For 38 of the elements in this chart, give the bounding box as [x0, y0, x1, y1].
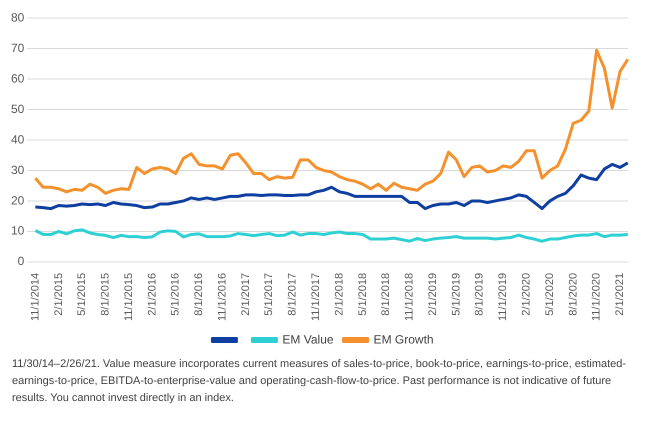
x-tick-label: 2/1/2019	[426, 272, 439, 316]
x-tick-label: 8/1/2018	[380, 272, 392, 316]
y-tick-label: 70	[10, 40, 25, 55]
x-tick-label: 11/1/2016	[216, 272, 228, 322]
x-tick-label: 2/1/2021	[614, 272, 626, 316]
x-tick-label: 5/1/2017	[263, 272, 276, 316]
x-tick-label: 8/1/2016	[193, 272, 206, 316]
x-tick-label: 5/1/2015	[76, 272, 88, 316]
legend-label: EM Value	[282, 332, 334, 346]
x-tick-label: 11/1/2019	[497, 272, 510, 322]
x-tick-label: 5/1/2016	[170, 272, 182, 316]
x-tick-label: 8/1/2015	[100, 272, 112, 316]
y-tick-label: 60	[10, 71, 25, 86]
y-tick-label: 80	[10, 10, 25, 25]
x-tick-label: 5/1/2019	[450, 272, 462, 316]
x-tick-label: 2/1/2016	[146, 272, 158, 316]
text: 11/30/14–2/26/21. Value measure incorporates current measures of sales-to-price, book-to-price, earnings-to-price, estimated-earnings-to-price, EBITDA-to-enterprise-value and operating-cash-flow-to-price. Past performance is not indicative of future results. You cannot invest directly in an index.	[11, 357, 628, 406]
x-tick-label: 2/1/2020	[520, 272, 532, 316]
x-tick-label: 11/1/2018	[404, 272, 416, 322]
y-tick-label: 30	[10, 162, 25, 177]
y-tick-label: 10	[10, 224, 25, 238]
x-tick-label: 11/1/2020	[590, 272, 603, 322]
y-tick-label: 20	[10, 193, 25, 208]
x-tick-label: 8/1/2019	[474, 272, 486, 316]
y-tick-label: 0	[18, 254, 25, 268]
legend-label: EM Growth	[374, 332, 434, 346]
y-tick-label: 50	[10, 102, 25, 116]
x-tick-label: 2/1/2018	[333, 272, 346, 316]
x-tick-label: 8/1/2020	[567, 272, 580, 316]
y-tick-label: 40	[10, 132, 25, 146]
x-tick-label: 11/1/2015	[122, 272, 135, 322]
x-tick-label: 5/1/2018	[356, 272, 369, 316]
x-tick-label: 8/1/2017	[286, 272, 299, 316]
x-tick-label: 2/1/2017	[240, 272, 252, 316]
x-tick-label: 11/1/2014	[29, 272, 42, 322]
x-tick-label: 2/1/2015	[52, 272, 65, 316]
x-tick-label: 5/1/2020	[544, 272, 556, 316]
x-tick-label: 11/1/2017	[310, 272, 322, 322]
